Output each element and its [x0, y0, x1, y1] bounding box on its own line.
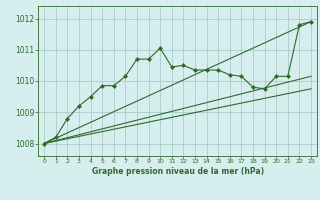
X-axis label: Graphe pression niveau de la mer (hPa): Graphe pression niveau de la mer (hPa) [92, 167, 264, 176]
